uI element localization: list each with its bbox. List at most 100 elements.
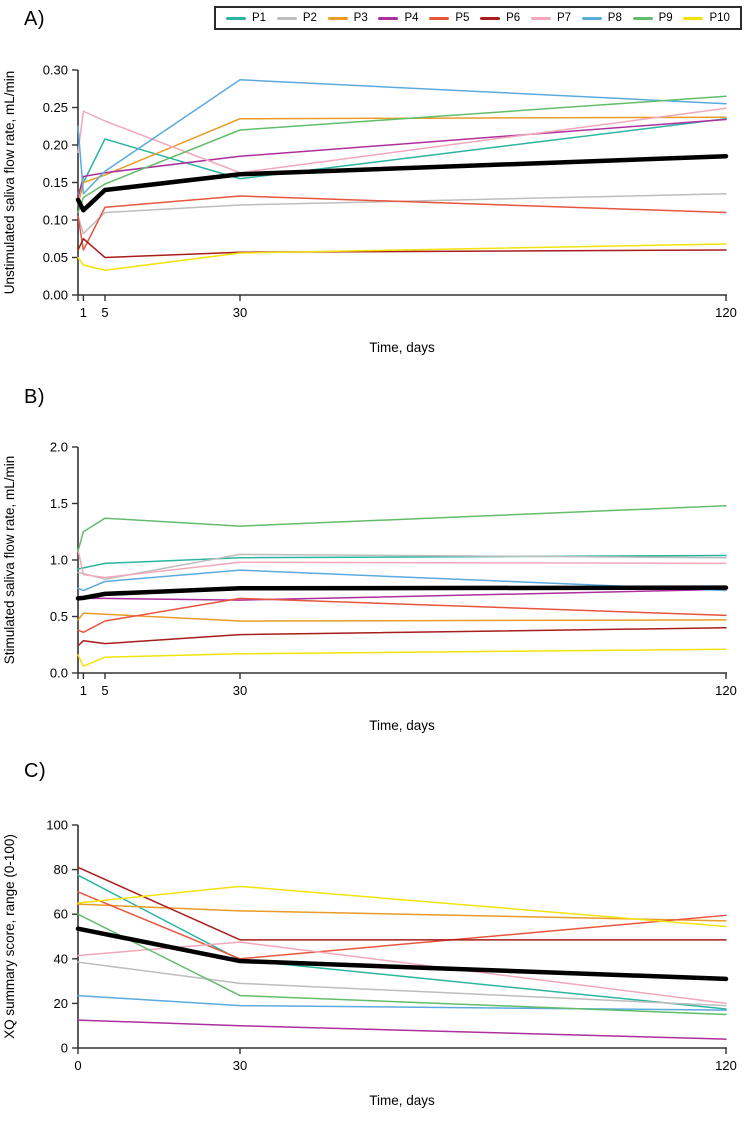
legend-label: P6 (506, 12, 521, 24)
legend-item-p7: P7 (530, 12, 572, 24)
y-tick-label: 20 (54, 996, 68, 1011)
x-tick-label: 5 (101, 305, 108, 320)
series-line-p2 (77, 553, 727, 580)
y-tick-label: 0.5 (50, 609, 68, 624)
series-line-p3 (77, 903, 727, 922)
legend-label: P10 (709, 12, 730, 24)
series-line-p8 (77, 569, 727, 592)
series-line-p7 (77, 549, 727, 579)
legend-label: P8 (607, 12, 622, 24)
legend-item-p2: P2 (276, 12, 317, 24)
y-tick-label: 0.05 (43, 250, 68, 265)
legend-swatch-p7 (530, 16, 551, 20)
legend-item-p6: P6 (480, 12, 520, 24)
x-tick-label: 30 (233, 305, 247, 320)
series-line-p8 (77, 994, 727, 1011)
legend-swatch-p5 (429, 16, 450, 20)
panel-label-b: B) (24, 386, 45, 408)
y-axis-title: XQ summary score, range (0-100) (2, 834, 17, 1039)
y-tick-label: 0 (61, 1041, 68, 1056)
x-axis-title: Time, days (369, 340, 435, 355)
legend-label: P7 (556, 12, 572, 24)
panel-a-plot: 0.00 0.05 0.10 0.15 0.20 0.25 0.30 1 5 30 120 Unsti… (2, 63, 737, 356)
legend-label: P4 (404, 12, 419, 24)
x-tick-label: 1 (80, 305, 87, 320)
legend-swatch-p8 (581, 16, 602, 20)
legend-swatch-p1 (226, 16, 246, 20)
x-axis-title: Time, days (369, 718, 435, 733)
legend-item-p9: P9 (632, 12, 673, 24)
y-tick-label: 0.20 (43, 138, 68, 153)
legend-item-p8: P8 (581, 12, 622, 24)
panel-label-c: C) (24, 760, 47, 782)
x-tick-label: 120 (715, 1058, 737, 1073)
series-line-p10 (77, 243, 727, 271)
series-line-p1 (77, 874, 727, 1010)
legend-label: P5 (455, 12, 470, 24)
series-line-p6 (77, 238, 727, 259)
y-tick-label: 100 (46, 818, 68, 833)
legend-label: P9 (658, 12, 673, 24)
y-tick-label: 0.00 (43, 288, 68, 303)
y-tick-label: 1.5 (50, 496, 68, 511)
y-tick-label: 0.15 (43, 175, 68, 190)
legend-label: P1 (252, 12, 267, 24)
series-line-p9 (77, 505, 727, 552)
y-tick-label: 0.10 (43, 213, 68, 228)
x-tick-label: 5 (101, 683, 108, 698)
x-tick-label: 120 (715, 683, 737, 698)
series-line-p10 (77, 885, 727, 928)
series-line-p7 (77, 941, 727, 1005)
y-tick-label: 0.0 (50, 666, 68, 681)
legend-swatch-p10 (683, 16, 704, 20)
y-tick-label: 0.25 (43, 100, 68, 115)
legend-item-p1: P1 (226, 12, 266, 24)
series-line-p5 (77, 195, 727, 251)
x-axis-title: Time, days (369, 1093, 435, 1108)
mean-line (75, 585, 729, 601)
series-line-p6 (77, 627, 727, 647)
legend-swatch-p6 (480, 16, 501, 20)
legend-item-p3: P3 (327, 12, 368, 24)
y-axis-title: Unstimulated saliva flow rate, mL/min (2, 71, 17, 295)
legend-swatch-p2 (276, 16, 297, 20)
panel-label-a: A) (24, 8, 45, 30)
series-line-p2 (77, 961, 727, 1007)
legend: P1 P2 P3 P4 P5 P6 P7 P8 P9 P10 (214, 6, 742, 30)
y-axis-title: Stimulated saliva flow rate, mL/min (2, 456, 17, 665)
mean-line (75, 926, 729, 982)
series-line-p7 (77, 107, 727, 174)
panel-b-plot: 0.0 0.5 1.0 1.5 2.0 1 5 30 120 Stimulated saliva … (2, 440, 737, 734)
x-tick-label: 1 (80, 683, 87, 698)
legend-item-p10: P10 (683, 12, 730, 24)
mean-line (75, 154, 729, 213)
series-line-p2 (77, 193, 727, 235)
series-line-p4 (77, 118, 727, 199)
panel-c-plot: 0 20 40 60 80 100 0 30 120 XQ summary score, rang… (2, 818, 737, 1109)
legend-item-p5: P5 (429, 12, 469, 24)
x-tick-label: 30 (233, 1058, 247, 1073)
series-line-p4 (77, 1019, 727, 1040)
series-line-p9 (77, 95, 727, 214)
legend-item-p4: P4 (378, 12, 419, 24)
legend-swatch-p4 (378, 16, 399, 20)
x-tick-label: 120 (715, 305, 737, 320)
legend-swatch-p9 (632, 16, 653, 20)
series-line-p8 (77, 79, 727, 195)
y-tick-label: 60 (54, 907, 68, 922)
y-tick-label: 1.0 (50, 553, 68, 568)
legend-label: P2 (302, 12, 317, 24)
y-tick-label: 0.30 (43, 63, 68, 78)
legend-label: P3 (353, 12, 368, 24)
legend-swatch-p3 (327, 16, 348, 20)
y-tick-label: 40 (54, 951, 68, 966)
series-line-p6 (77, 866, 727, 941)
x-tick-label: 30 (233, 683, 247, 698)
y-tick-label: 2.0 (50, 440, 68, 455)
series-line-p3 (77, 612, 727, 622)
series-line-p5 (77, 597, 727, 634)
y-tick-label: 80 (54, 862, 68, 877)
x-tick-label: 0 (74, 1058, 81, 1073)
series-line-p10 (77, 648, 727, 667)
